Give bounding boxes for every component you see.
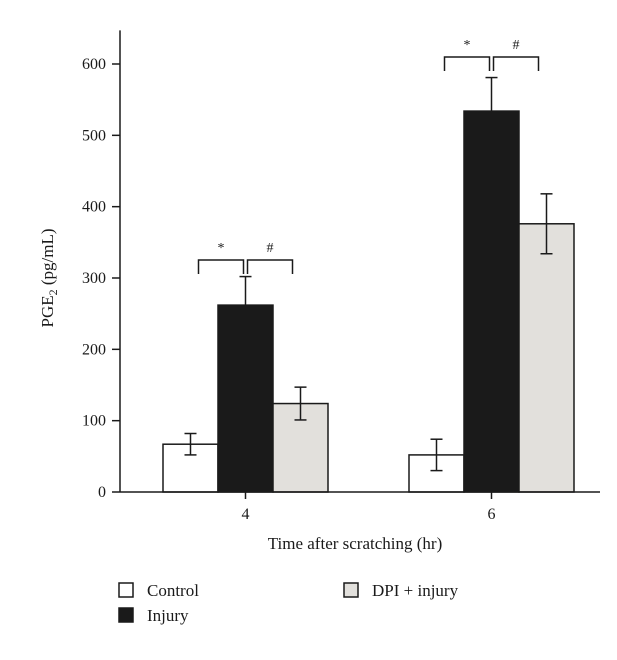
x-tick-label: 6 (488, 506, 496, 523)
y-tick-label: 100 (82, 413, 106, 430)
y-tick-label: 0 (98, 484, 106, 501)
y-ticks-layer: 0 100 200 300 400 500 600 (82, 56, 120, 501)
bar-dpi-injury-6 (518, 223, 575, 493)
y-axis-title-main: PGE (38, 295, 57, 327)
legend: Control Injury DPI + injury (118, 581, 459, 625)
legend-swatch-control (118, 582, 134, 598)
significance-label: * (218, 241, 225, 256)
x-tick-label: 4 (242, 506, 250, 523)
significance-bracket (246, 259, 294, 274)
significance-bracket (197, 259, 245, 274)
legend-item-dpi-injury: DPI + injury (343, 581, 459, 600)
y-tick-label: 200 (82, 341, 106, 358)
legend-label-injury: Injury (147, 606, 189, 625)
axes-layer (119, 30, 600, 493)
y-tick-label: 500 (82, 127, 106, 144)
significance-bracket (492, 56, 540, 71)
y-axis-title: PGE2 (pg/mL) (38, 228, 60, 327)
significance-bracket (443, 56, 491, 71)
legend-item-injury: Injury (118, 606, 189, 625)
legend-label-control: Control (147, 581, 199, 600)
y-axis-title-unit: (pg/mL) (38, 228, 57, 289)
bars-layer (162, 110, 575, 493)
y-tick-label: 300 (82, 270, 106, 287)
legend-item-control: Control (118, 581, 199, 600)
legend-swatch-injury (118, 607, 134, 623)
y-tick-label: 400 (82, 199, 106, 216)
significance-layer: * # * # (197, 38, 540, 274)
significance-label: # (267, 241, 274, 256)
significance-label: # (513, 38, 520, 53)
y-tick-label: 600 (82, 56, 106, 73)
legend-swatch-dpi-injury (343, 582, 359, 598)
y-axis-title-subscript: 2 (46, 289, 60, 295)
error-bars-layer (184, 76, 553, 472)
significance-label: * (464, 38, 471, 53)
x-axis-title: Time after scratching (hr) (268, 534, 443, 553)
bar-injury-6 (463, 110, 520, 493)
bar-injury-4 (217, 304, 274, 493)
legend-label-dpi-injury: DPI + injury (372, 581, 459, 600)
